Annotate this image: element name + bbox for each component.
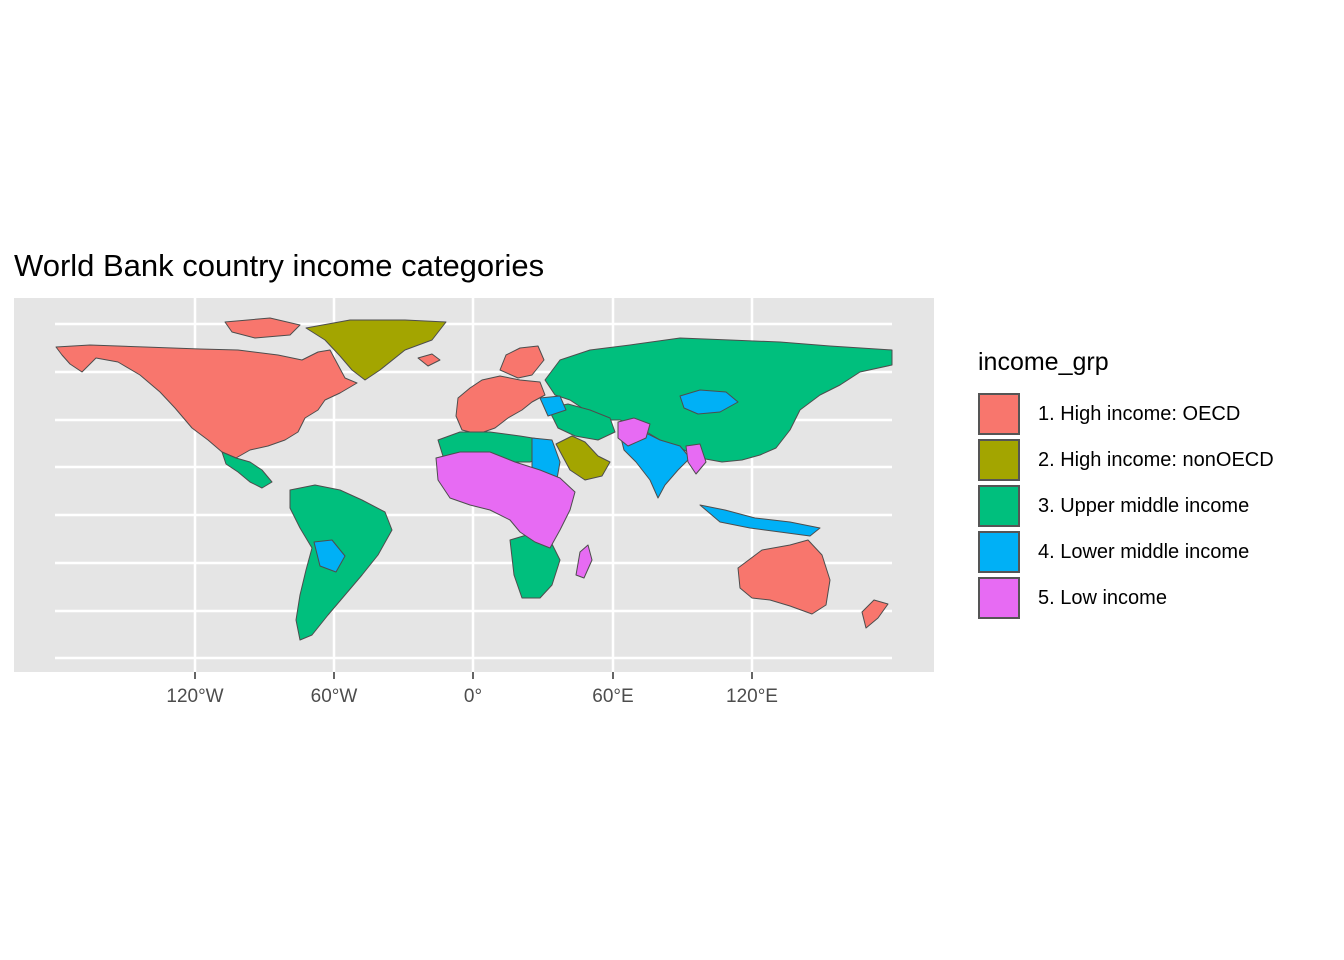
legend-item: 4. Lower middle income	[978, 529, 1274, 575]
x-tick-label: 0°	[464, 686, 482, 707]
legend-item: 1. High income: OECD	[978, 391, 1274, 437]
country-europe-west	[455, 375, 546, 435]
legend-item: 5. Low income	[978, 575, 1274, 621]
x-tick-labels: 120°W 60°W 0° 60°E 120°E	[166, 686, 778, 707]
country-greenland	[305, 319, 447, 381]
country-india-region	[619, 429, 691, 499]
x-tick-label: 120°E	[726, 686, 778, 707]
legend-item: 3. Upper middle income	[978, 483, 1274, 529]
legend-swatch	[978, 485, 1020, 527]
country-canada-arctic	[224, 317, 301, 339]
country-iceland	[417, 353, 441, 367]
legend-swatch	[978, 393, 1020, 435]
legend-swatch	[978, 531, 1020, 573]
country-indonesia	[699, 504, 821, 537]
legend-label: 1. High income: OECD	[1038, 402, 1241, 425]
country-mexico-central	[221, 451, 273, 489]
country-madagascar	[575, 544, 593, 579]
legend-item: 2. High income: nonOECD	[978, 437, 1274, 483]
country-central-africa	[435, 451, 576, 549]
x-tick-label: 60°W	[311, 686, 358, 707]
legend-swatch	[978, 577, 1020, 619]
x-tick-label: 120°W	[166, 686, 223, 707]
country-australia	[737, 539, 831, 615]
legend-label: 3. Upper middle income	[1038, 494, 1250, 517]
legend-label: 5. Low income	[1038, 586, 1167, 609]
legend-title: income_grp	[978, 348, 1109, 376]
x-tick-label: 60°E	[592, 686, 633, 707]
country-ukraine	[539, 395, 567, 417]
legend: income_grp 1. High income: OECD 2. High …	[978, 348, 1274, 621]
country-bolivia	[313, 539, 346, 573]
country-myanmar-region	[685, 443, 707, 475]
country-afghanistan-region	[617, 417, 651, 447]
country-mongolia	[679, 389, 739, 415]
country-north-america	[55, 344, 358, 459]
chart-title: World Bank country income categories	[14, 248, 545, 283]
country-new-zealand	[861, 599, 889, 629]
legend-swatch	[978, 439, 1020, 481]
legend-label: 2. High income: nonOECD	[1038, 448, 1274, 471]
country-turkey-iran	[547, 403, 616, 441]
legend-label: 4. Lower middle income	[1038, 540, 1250, 563]
country-scandinavia	[499, 345, 545, 379]
country-saudi-arabia	[555, 435, 611, 481]
x-axis	[194, 672, 753, 679]
